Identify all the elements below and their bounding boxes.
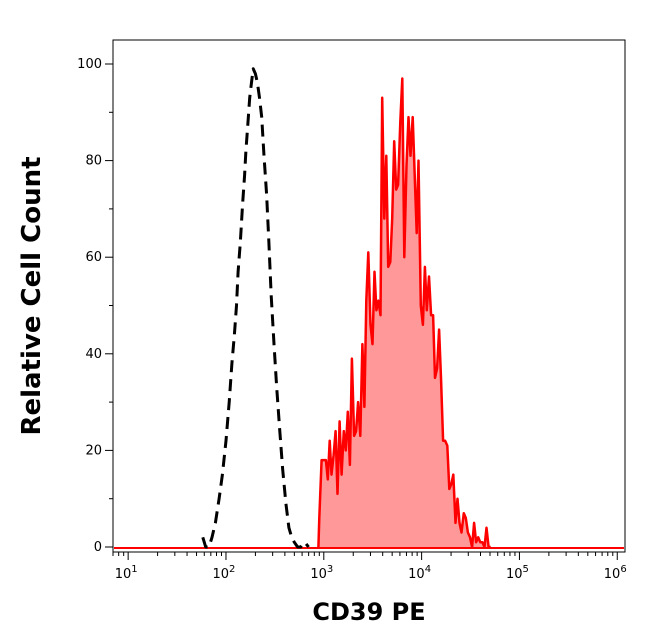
y-tick-label: 40: [85, 347, 102, 362]
x-tick-label: 101: [115, 564, 138, 582]
y-axis-title: Relative Cell Count: [17, 156, 47, 435]
series-area-fill: [318, 78, 491, 547]
x-axis-title: CD39 PE: [312, 598, 425, 626]
y-tick-label: 60: [85, 250, 102, 265]
y-tick-label: 0: [94, 540, 102, 555]
x-tick-label: 104: [408, 564, 431, 582]
minor-ticks: [109, 111, 614, 556]
plot-frame: [112, 39, 626, 553]
y-tick-label: 100: [77, 57, 102, 72]
series-line-cd39: [317, 77, 491, 549]
x-tick-label: 105: [506, 564, 529, 582]
y-axis-ticks: 0 20 40 60 80 100: [77, 57, 113, 555]
x-tick-label: 102: [213, 564, 236, 582]
x-tick-label: 106: [604, 564, 627, 582]
x-axis-ticks: 101 102 103 104 105 106: [115, 552, 627, 582]
series-line-control: [201, 67, 310, 549]
y-tick-label: 80: [85, 154, 102, 169]
y-tick-label: 20: [85, 443, 102, 458]
series-layer: [114, 67, 624, 549]
x-tick-label: 103: [310, 564, 333, 582]
